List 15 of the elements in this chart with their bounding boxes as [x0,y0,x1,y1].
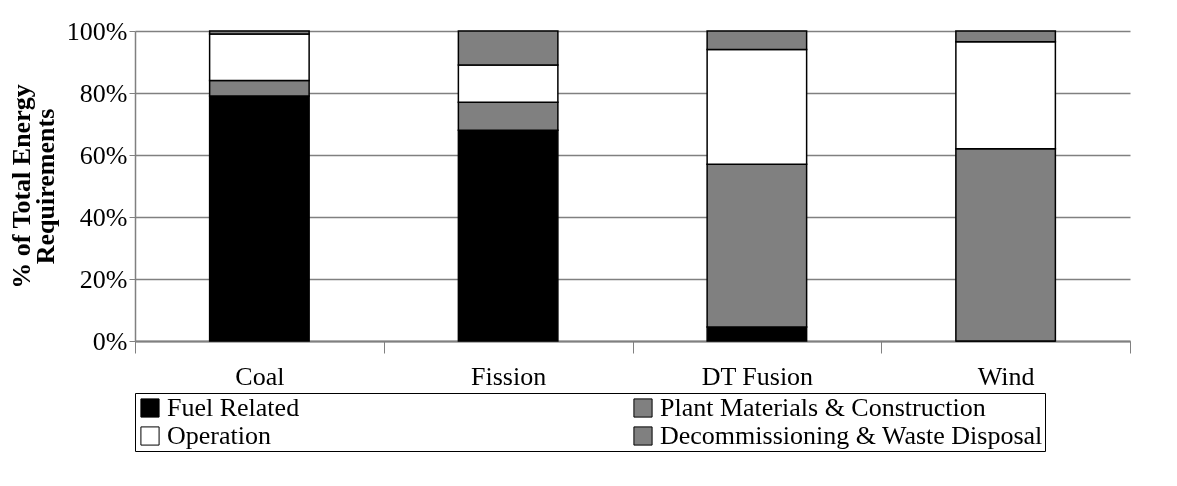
legend-label: Plant Materials & Construction [660,393,986,422]
y-tick-label: 0% [92,326,128,356]
x-tick-label: Fission [471,361,547,391]
y-tick-label: 60% [79,140,128,170]
legend-label: Fuel Related [167,393,300,422]
x-tick-label: Coal [235,361,285,391]
y-axis-title: % of Total Energy Requirements [6,84,60,289]
x-tick-label: DT Fusion [701,361,814,391]
x-tick-label: Wind [977,361,1035,391]
legend-label: Decommissioning & Waste Disposal [660,421,1043,450]
y-tick-label: 20% [79,264,128,294]
legend-label: Operation [167,421,271,450]
y-tick-label: 100% [66,16,128,46]
y-tick-label: 40% [79,202,128,232]
y-tick-label: 80% [79,78,128,108]
